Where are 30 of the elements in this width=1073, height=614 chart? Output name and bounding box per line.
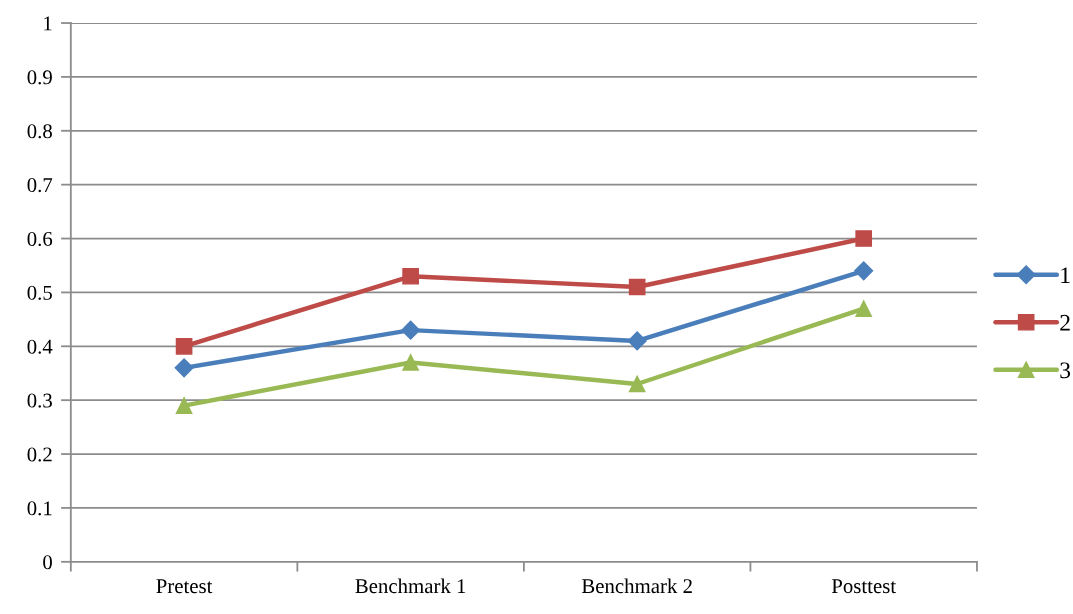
point (402, 267, 419, 285)
legend-label: 2 (1060, 314, 1070, 331)
x-tick-label: Benchmark 1 (355, 578, 466, 594)
y-tick-label: 0.3 (27, 393, 52, 408)
y-tick-label: 0.4 (27, 339, 53, 354)
point (627, 331, 647, 351)
y-tick-label: 0.8 (27, 124, 52, 139)
y-tick-label: 0.2 (27, 447, 52, 462)
point (628, 375, 646, 393)
legend-label: 1 (1061, 267, 1070, 283)
point (854, 261, 874, 281)
point (175, 397, 193, 414)
point (175, 337, 193, 355)
y-tick-label: 1 (44, 16, 52, 31)
point (401, 320, 421, 340)
y-tick-label: 0.9 (27, 70, 52, 85)
y-tick-label: 0.7 (27, 178, 53, 193)
legend-label: 3 (1060, 362, 1071, 379)
x-tick-label: Benchmark 2 (581, 578, 692, 594)
y-tick-label: 0.6 (27, 231, 53, 247)
point (855, 230, 873, 247)
point (628, 278, 646, 296)
point (174, 358, 194, 378)
y-tick-label: 0.1 (27, 501, 52, 516)
point (402, 354, 419, 371)
point (855, 300, 873, 317)
x-tick-label: Pretest (156, 579, 213, 594)
y-tick-label: 0 (43, 555, 52, 570)
x-tick-label: Posttest (831, 579, 896, 594)
y-tick-label: 0.5 (27, 285, 52, 300)
